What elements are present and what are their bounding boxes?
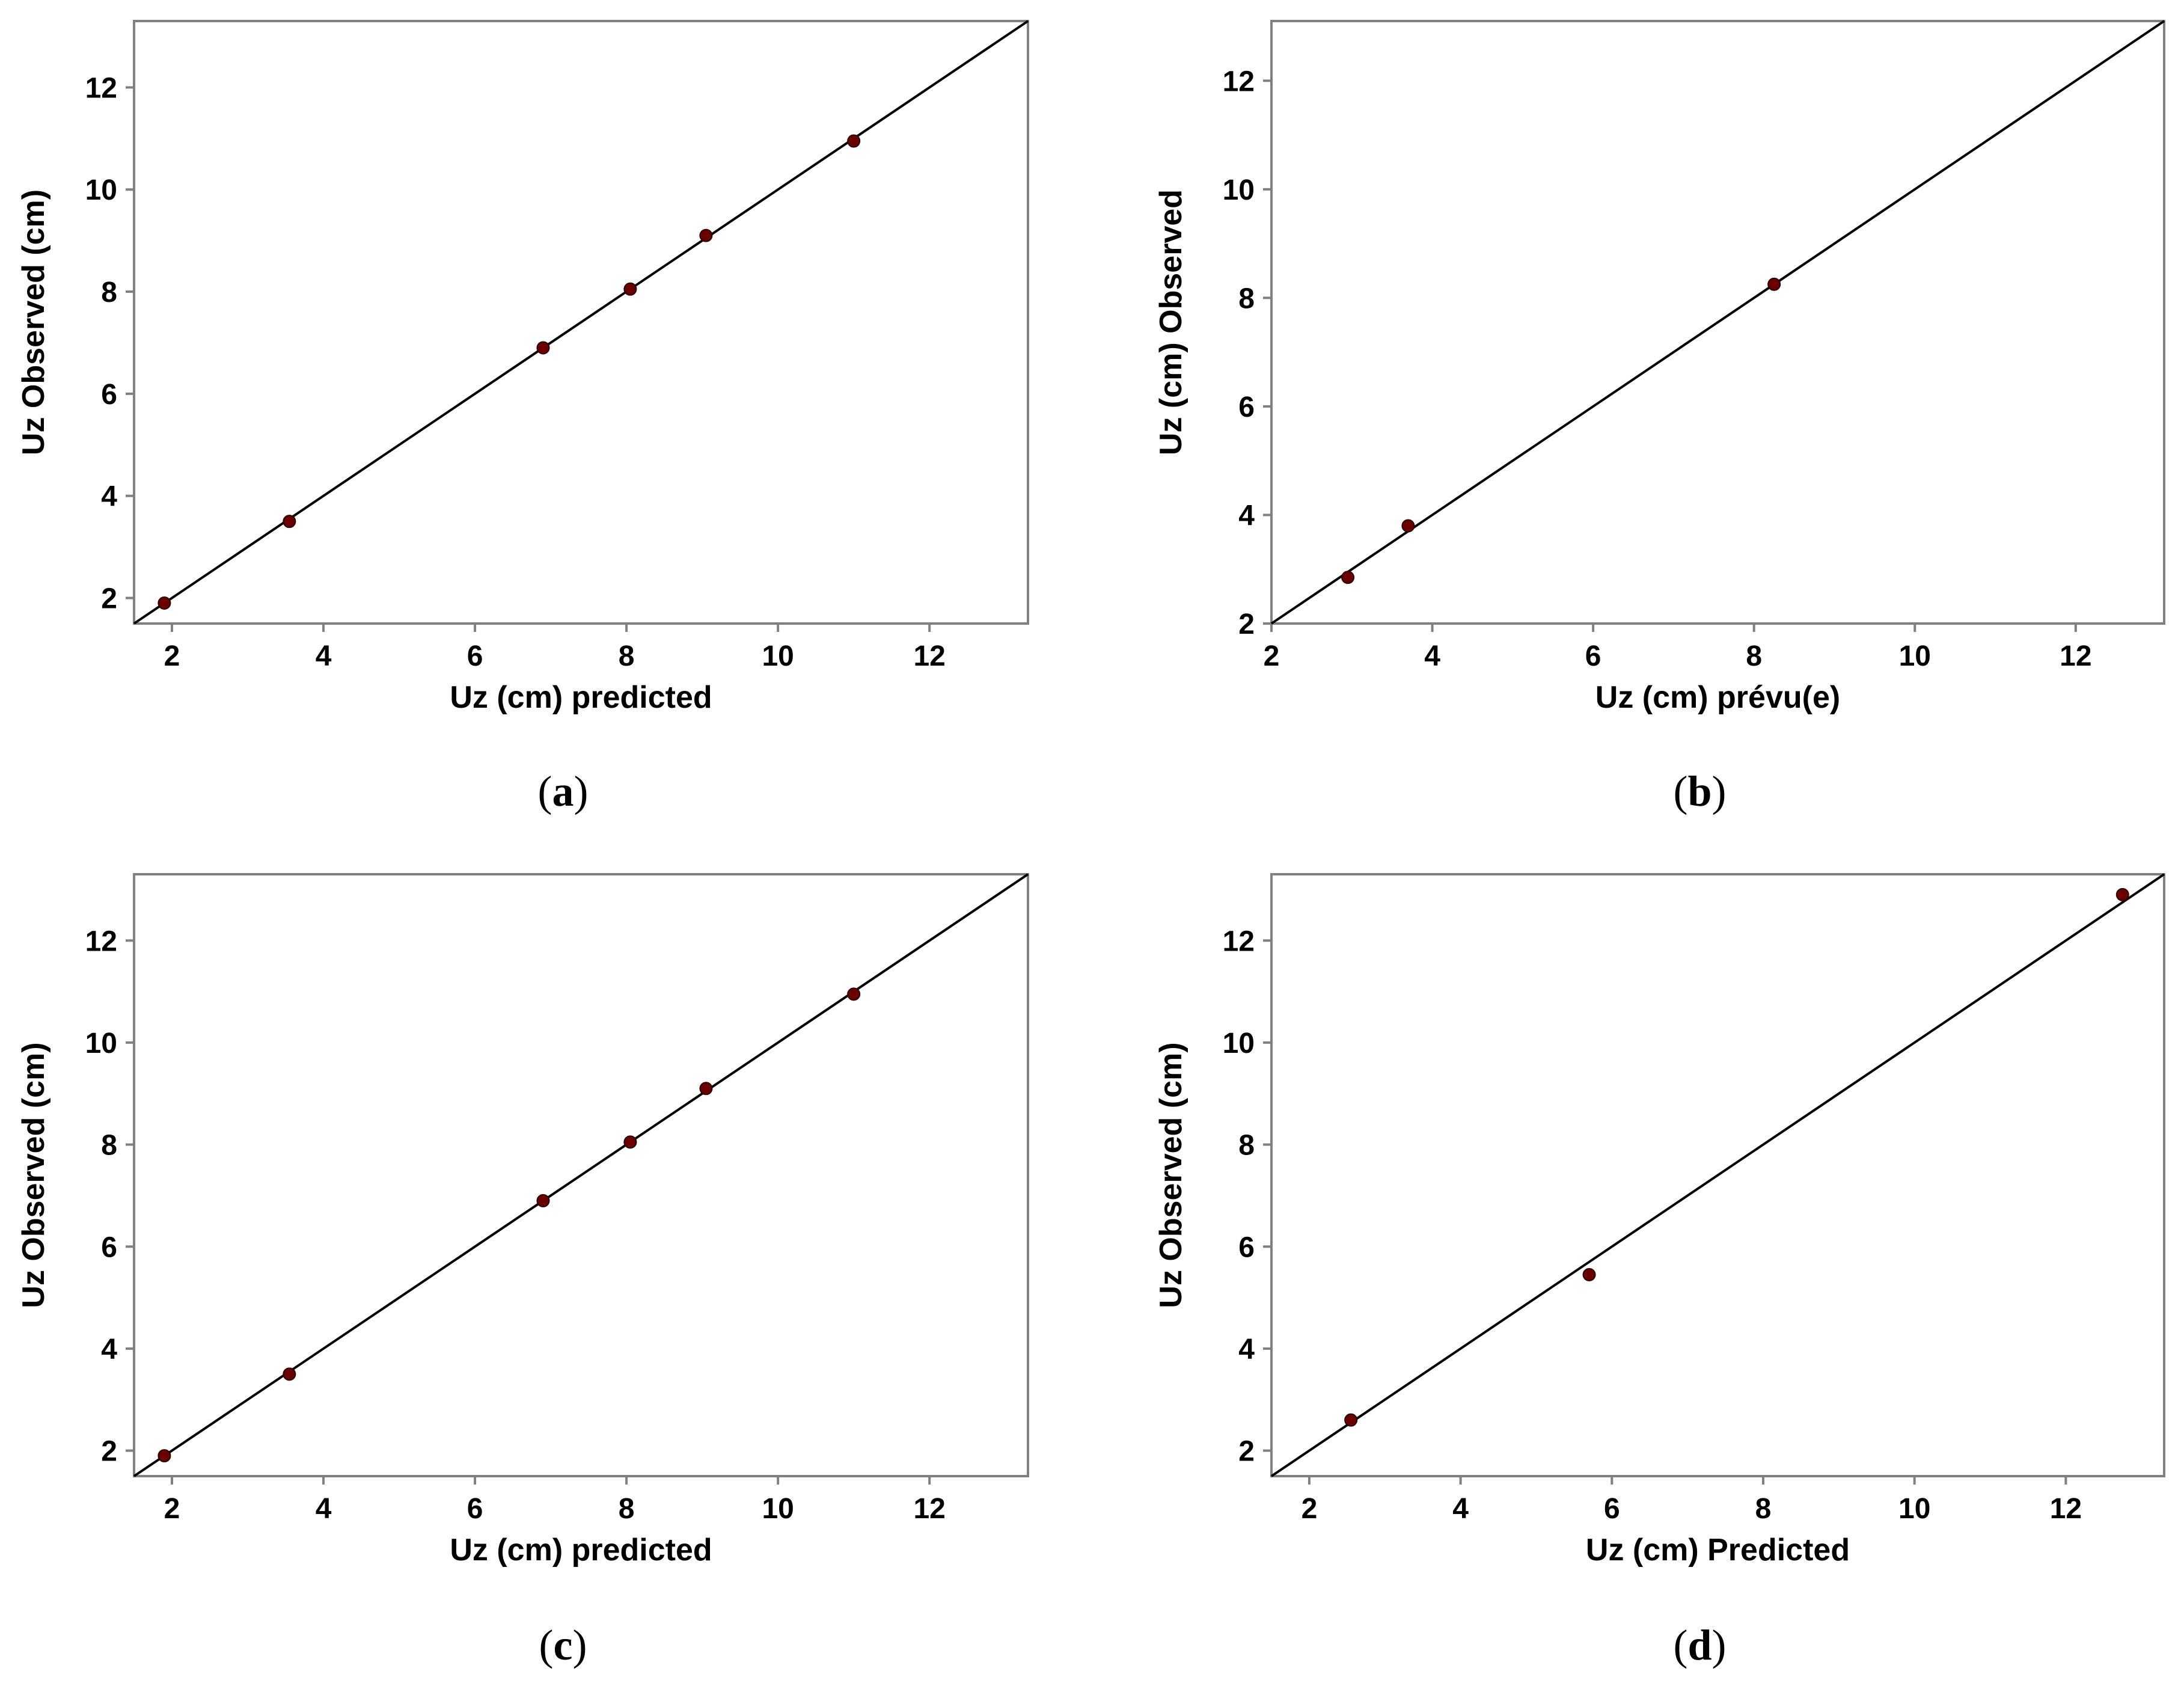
x-tick-label: 12 [913, 1493, 945, 1525]
panel-c: 2 4 6 8 10 12 2 4 6 8 10 12 Uz (cm) predicted Uz Obse… [16, 873, 1029, 1669]
y-tick-label: 2 [101, 583, 117, 615]
x-tick-label: 8 [1746, 640, 1762, 672]
y-tick-label: 2 [101, 1436, 117, 1468]
x-tick-label: 10 [1899, 640, 1931, 672]
x-tick-label: 6 [467, 1493, 483, 1525]
y-tick-label: 8 [1238, 1130, 1255, 1162]
y-axis-title: Uz (cm) Observed [1154, 189, 1188, 455]
y-tick-label: 8 [101, 1130, 117, 1162]
y-tick-label: 2 [1238, 608, 1255, 640]
y-tick-label: 6 [1238, 391, 1255, 423]
data-point [623, 1135, 637, 1149]
y-axis-title: Uz Observed (cm) [16, 1042, 51, 1308]
panel-caption: (c) [539, 1621, 587, 1669]
identity-line [133, 20, 1029, 625]
x-tick-label: 10 [762, 640, 794, 672]
x-tick-label: 8 [619, 1493, 635, 1525]
data-point [847, 134, 861, 148]
y-tick-label: 2 [1238, 1436, 1255, 1468]
y-tick-label: 4 [1238, 500, 1255, 532]
identity-line [1270, 873, 2165, 1477]
x-tick-label: 2 [164, 1493, 180, 1525]
data-point [1401, 519, 1415, 533]
data-point [1582, 1267, 1596, 1281]
y-axis-title: Uz Observed (cm) [1154, 1042, 1188, 1308]
panel-b: 2 4 6 8 10 12 2 4 6 8 10 12 Uz (cm) prévu(e) Uz (cm) … [1154, 20, 2165, 815]
y-tick-label: 12 [1223, 66, 1255, 97]
x-tick-label: 2 [1264, 640, 1280, 672]
x-tick-label: 4 [1424, 640, 1440, 672]
y-tick-label: 6 [101, 1231, 117, 1263]
x-tick-label: 4 [316, 640, 332, 672]
y-tick-label: 4 [101, 1334, 117, 1366]
data-point [699, 1082, 713, 1096]
x-axis-title: Uz (cm) Predicted [1586, 1533, 1850, 1568]
data-point [699, 228, 713, 242]
x-tick-label: 12 [2060, 640, 2091, 672]
x-tick-label: 6 [1585, 640, 1601, 672]
identity-line [133, 873, 1029, 1477]
x-tick-label: 6 [1604, 1493, 1620, 1525]
data-point [1344, 1413, 1358, 1427]
panel-d: 2 4 6 8 10 12 2 4 6 8 10 12 Uz (cm) Predicted Uz Obse… [1154, 873, 2165, 1669]
panel-caption: (d) [1673, 1621, 1726, 1669]
identity-line [1270, 20, 2165, 625]
data-point [283, 515, 296, 529]
x-axis-title: Uz (cm) predicted [450, 680, 712, 715]
x-tick-label: 2 [164, 640, 180, 672]
x-tick-label: 4 [316, 1493, 332, 1525]
data-point [536, 1194, 550, 1207]
y-tick-label: 10 [1223, 1028, 1255, 1059]
x-axis-title: Uz (cm) prévu(e) [1595, 680, 1840, 715]
y-axis-title: Uz Observed (cm) [16, 189, 51, 455]
x-tick-label: 2 [1302, 1493, 1318, 1525]
y-tick-label: 6 [1238, 1231, 1255, 1263]
data-point [623, 282, 637, 296]
data-point [1341, 571, 1355, 584]
data-point [847, 987, 861, 1001]
plot-frame [133, 873, 1029, 1477]
data-point [283, 1367, 296, 1381]
y-tick-label: 12 [85, 925, 117, 957]
panel-a: 2 4 6 8 10 12 2 4 6 8 10 12 Uz (cm) predicted Uz Obse… [16, 20, 1029, 815]
data-point [158, 596, 171, 610]
plot-frame [1270, 873, 2165, 1477]
data-point [158, 1449, 171, 1463]
y-tick-label: 4 [101, 481, 117, 513]
y-tick-label: 8 [101, 277, 117, 308]
y-tick-label: 6 [101, 379, 117, 411]
y-tick-label: 8 [1238, 283, 1255, 314]
x-tick-label: 8 [1755, 1493, 1772, 1525]
y-tick-label: 12 [1223, 925, 1255, 957]
x-tick-label: 4 [1452, 1493, 1469, 1525]
plot-frame [1270, 20, 2165, 625]
y-tick-label: 10 [85, 174, 117, 206]
x-tick-label: 8 [619, 640, 635, 672]
y-tick-label: 4 [1238, 1334, 1255, 1366]
y-tick-label: 10 [1223, 174, 1255, 206]
y-tick-label: 10 [85, 1028, 117, 1059]
plot-frame [133, 20, 1029, 625]
data-point [2115, 887, 2129, 901]
x-tick-label: 12 [913, 640, 945, 672]
x-tick-label: 10 [762, 1493, 794, 1525]
y-tick-label: 12 [85, 72, 117, 104]
panel-caption: (a) [538, 767, 589, 815]
data-point [536, 341, 550, 355]
data-point [1767, 277, 1781, 291]
x-tick-label: 12 [2050, 1493, 2082, 1525]
panel-caption: (b) [1673, 767, 1726, 815]
x-tick-label: 6 [467, 640, 483, 672]
x-axis-title: Uz (cm) predicted [450, 1533, 712, 1568]
x-tick-label: 10 [1898, 1493, 1930, 1525]
